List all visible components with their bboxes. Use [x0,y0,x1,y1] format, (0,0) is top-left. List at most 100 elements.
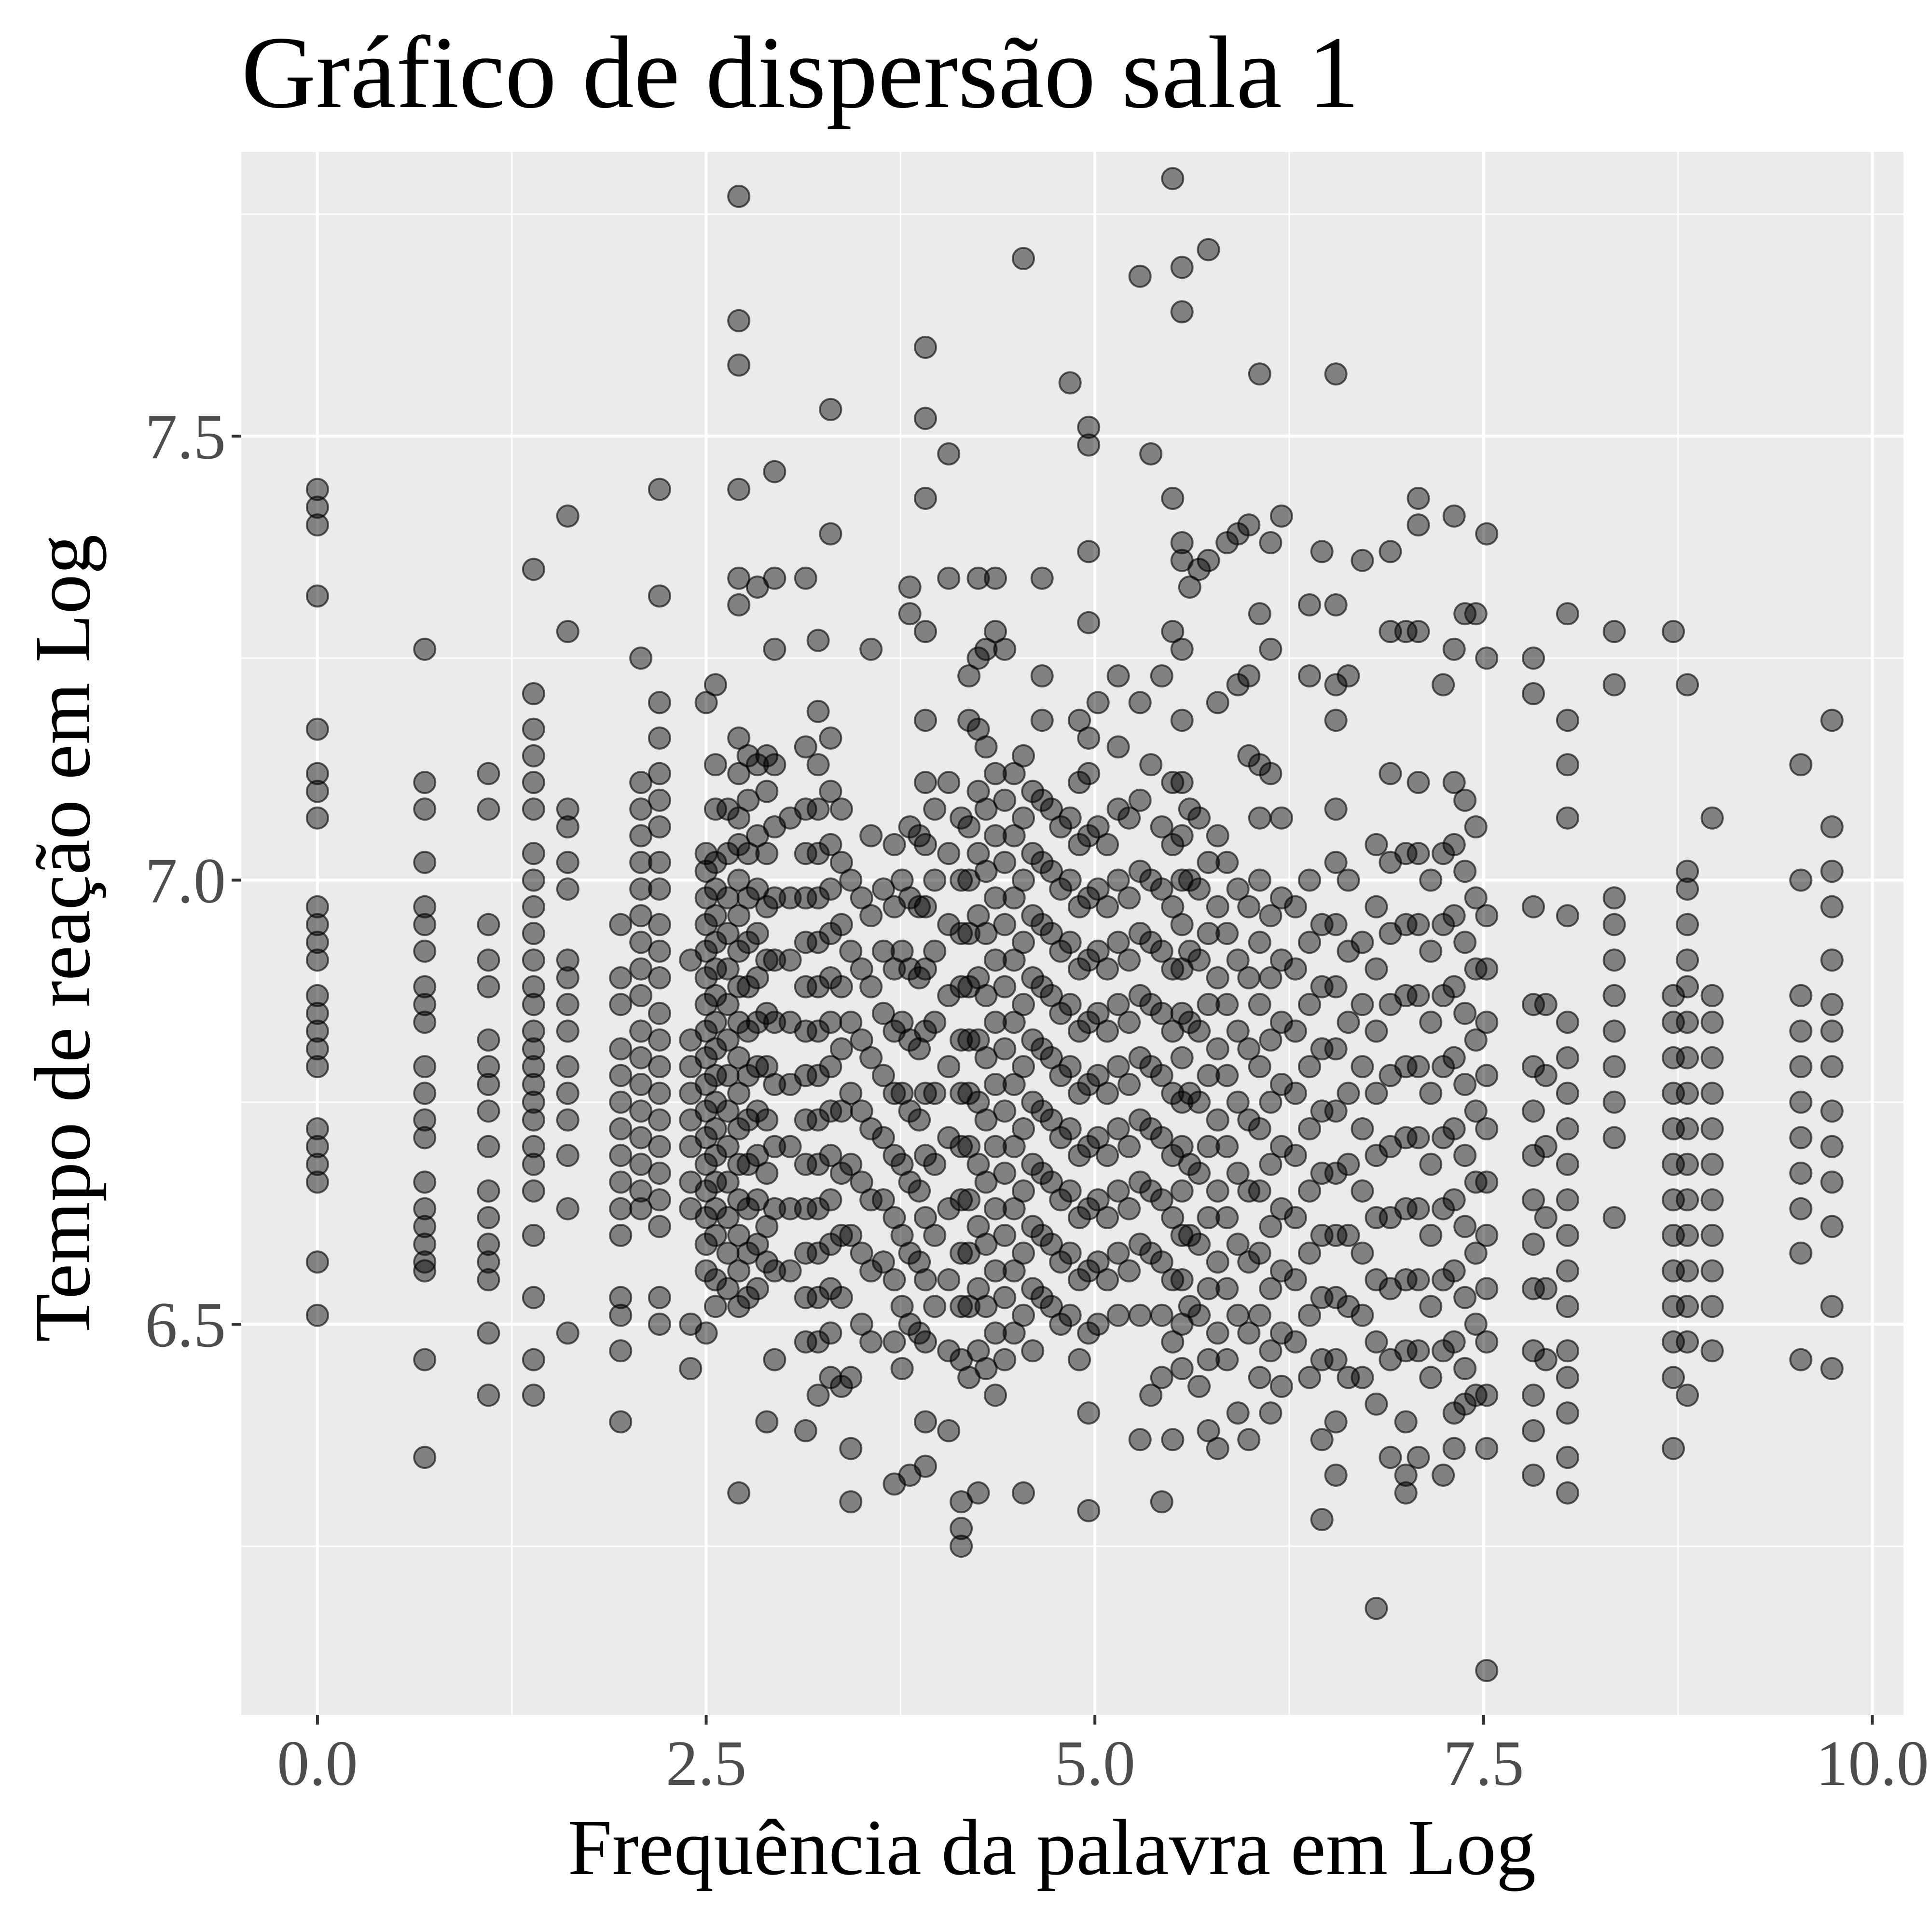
data-point [1150,1001,1173,1025]
data-point [859,904,883,928]
data-point [1096,1082,1119,1105]
data-point [1077,1197,1101,1220]
data-point [305,513,329,537]
data-point [937,1197,961,1220]
data-point [839,1437,863,1460]
data-point [1096,1144,1119,1167]
data-point [819,1011,842,1034]
data-point [1178,797,1201,821]
data-point [1237,1037,1261,1061]
data-point [727,833,751,856]
data-point [694,860,718,883]
data-point [1012,1481,1035,1505]
data-point [974,984,998,1007]
data-point [1248,602,1271,626]
data-point [1464,815,1488,839]
data-point [1117,806,1141,830]
data-point [839,1490,863,1514]
data-point [1206,1321,1229,1345]
data-point [556,993,579,1016]
data-point [1012,1303,1035,1327]
data-point [1030,913,1054,936]
data-point [1394,913,1418,936]
data-point [1197,238,1220,261]
data-point [1077,1401,1101,1425]
data-point [1534,993,1558,1016]
data-point [1197,1135,1220,1158]
data-point [556,1144,579,1167]
data-point [829,797,853,821]
data-point [1197,993,1220,1016]
data-point [522,744,545,767]
data-point [882,1144,906,1167]
data-point [1259,637,1282,661]
data-point [966,566,990,590]
data-point [1128,1303,1152,1327]
data-point [703,1197,727,1220]
data-point [914,336,937,359]
y-tick-label: 7.0 [145,845,226,917]
y-tick-label: 6.5 [145,1289,226,1360]
data-point [1248,1055,1271,1079]
data-point [974,637,998,661]
data-point [829,1374,853,1398]
data-point [1049,877,1073,901]
data-point [703,1295,727,1318]
data-point [305,1135,329,1158]
data-point [1215,1277,1239,1301]
data-point [1259,1215,1282,1238]
data-point [1187,1374,1211,1398]
data-point [413,1055,437,1079]
data-point [1676,948,1699,972]
data-points [305,167,1844,1682]
data-point [974,797,998,821]
data-point [727,1223,751,1247]
data-point [1394,1339,1418,1363]
data-point [648,691,671,714]
data-point [1197,1419,1220,1442]
data-point [1351,1366,1374,1389]
data-point [1365,1330,1388,1354]
data-point [914,1082,937,1105]
data-point [1161,1330,1185,1354]
data-point [1676,673,1699,697]
data-point [806,842,830,865]
data-point [1197,1064,1220,1087]
data-point [1324,362,1348,386]
data-point [1419,1152,1443,1176]
data-point [1676,877,1699,901]
data-point [1106,1055,1130,1079]
data-point [1453,1286,1477,1309]
data-point [1058,1303,1082,1327]
data-point [1700,1259,1724,1283]
data-point [1150,1064,1173,1087]
data-point [914,1144,937,1167]
data-point [477,1179,500,1203]
data-point [1161,1268,1185,1291]
data-point [1117,1197,1141,1220]
x-tick-label: 2.5 [666,1727,747,1799]
data-point [806,931,830,954]
data-point [1700,1339,1724,1363]
data-point [1030,1286,1054,1309]
data-point [1170,1001,1194,1025]
data-point [1197,548,1220,572]
data-point [1556,753,1579,777]
data-point [993,637,1017,661]
data-point [914,407,937,430]
data-point [1012,1179,1035,1203]
data-point [1337,868,1360,892]
data-point [1269,806,1293,830]
data-point [1556,1152,1579,1176]
data-point [727,309,751,332]
data-point [703,1037,727,1061]
data-point [1170,256,1194,279]
data-point [694,913,718,936]
data-point [1259,762,1282,785]
data-point [1040,1046,1063,1069]
data-point [556,966,579,989]
data-point [556,1019,579,1043]
data-point [1820,1295,1844,1318]
data-point [1310,1508,1334,1531]
data-point [1248,1303,1271,1327]
